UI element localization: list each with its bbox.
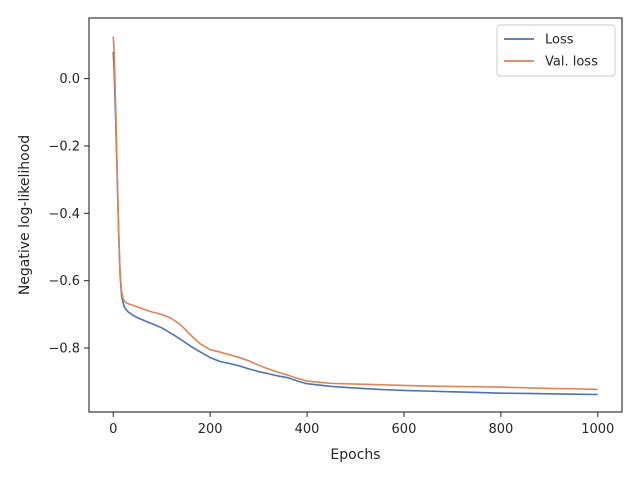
plot-lines [112, 36, 598, 396]
x-axis-label: Epochs [330, 447, 380, 463]
legend-label: Loss [545, 33, 574, 48]
x-tick-label: 200 [198, 422, 223, 437]
y-axis-ticks: 0.0 −0.2 −0.4 −0.6 −0.8 [48, 72, 89, 357]
legend-box [496, 24, 616, 77]
legend-label: Val. loss [545, 55, 598, 70]
y-tick-label: −0.4 [48, 207, 80, 222]
x-tick-label: 600 [392, 422, 417, 437]
y-tick-label: −0.8 [48, 342, 80, 357]
y-tick-label: −0.6 [48, 274, 80, 289]
plot-frame [88, 17, 623, 413]
x-tick-label: 400 [295, 422, 320, 437]
x-tick-label: 800 [488, 422, 513, 437]
series-line-val-loss [112, 36, 598, 391]
x-axis-ticks: 0 200 400 600 800 1000 [109, 412, 614, 437]
x-tick-label: 0 [109, 422, 117, 437]
x-tick-label: 1000 [581, 422, 614, 437]
series-line-loss [112, 51, 598, 396]
legend: Loss Val. loss [496, 24, 616, 77]
y-axis-label: Negative log-likelihood [17, 135, 33, 295]
y-tick-label: 0.0 [59, 72, 80, 87]
y-tick-label: −0.2 [48, 139, 80, 154]
